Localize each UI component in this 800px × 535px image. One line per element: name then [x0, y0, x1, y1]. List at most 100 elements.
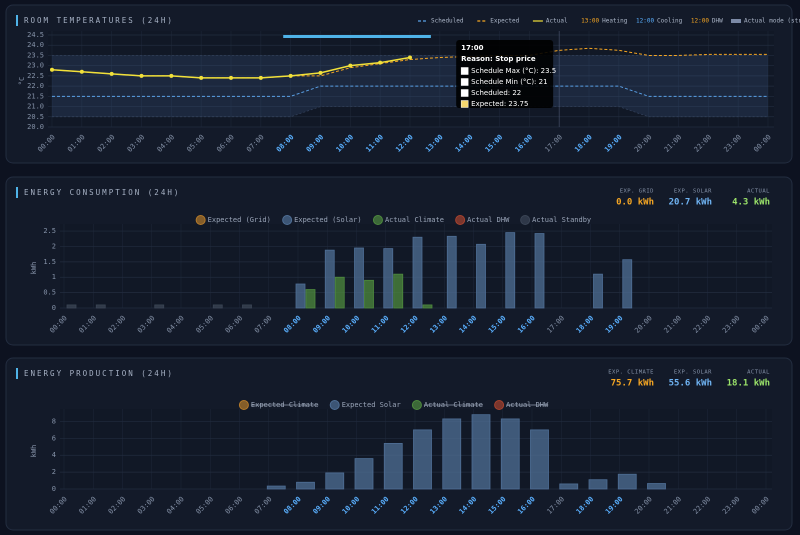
- legend-label: Expected (Solar): [294, 216, 361, 224]
- y-tick-label: 21.0: [27, 103, 44, 111]
- legend-swatch: [372, 215, 383, 225]
- legend-swatch: [411, 400, 422, 410]
- legend-label: Heating: [602, 18, 628, 25]
- bar: [422, 304, 433, 309]
- y-tick-label: 20.5: [27, 113, 44, 121]
- tooltip-reason: Reason: Stop price: [461, 55, 536, 63]
- stat-label: EXP. SOLAR: [674, 370, 712, 376]
- tooltip-title: 17:00: [461, 44, 483, 52]
- legend-label: Actual Standby: [532, 216, 591, 224]
- legend-label: Expected (Grid): [208, 216, 271, 224]
- tooltip-line: Schedule Max (°C): 23.5: [471, 67, 556, 75]
- legend-swatch: [494, 400, 505, 410]
- bar: [354, 247, 364, 309]
- bar: [324, 249, 335, 309]
- stat-value: 0.0 kWh: [616, 198, 654, 208]
- legend-label: Actual Climate: [424, 401, 483, 409]
- legend-time: 13:00: [581, 18, 599, 25]
- tooltip-swatch: [460, 89, 469, 97]
- stat-label: EXP. CLIMATE: [608, 370, 654, 376]
- stat-label: EXP. SOLAR: [674, 189, 712, 195]
- bar: [442, 418, 462, 490]
- title-accent: [16, 15, 18, 26]
- y-tick-label: 4: [52, 451, 56, 459]
- legend-label: Expected: [490, 18, 519, 25]
- y-tick-label: 21.5: [27, 92, 44, 100]
- bar: [622, 259, 633, 309]
- y-tick-label: 24.5: [27, 31, 44, 39]
- point: [408, 55, 412, 60]
- tooltip-swatch: [460, 78, 469, 86]
- bar: [66, 304, 77, 309]
- bar: [383, 248, 394, 309]
- mode-strip: [283, 35, 431, 38]
- y-tick-label: 6: [52, 434, 56, 442]
- point: [378, 60, 383, 65]
- tooltip-swatch: [460, 100, 469, 108]
- stat-label: ACTUAL: [747, 370, 770, 376]
- bar: [593, 273, 603, 309]
- bar: [412, 236, 423, 309]
- y-tick-label: 22.0: [27, 82, 44, 90]
- legend-swatch: [455, 215, 466, 225]
- point: [348, 63, 353, 68]
- bar: [95, 304, 106, 309]
- stat-value: 4.3 kWh: [732, 198, 770, 208]
- title-accent: [16, 187, 18, 198]
- legend-label: Actual mode (strip): [744, 18, 800, 25]
- legend-label: Actual Climate: [385, 216, 444, 224]
- y-axis-label: °C: [18, 77, 26, 85]
- bar: [334, 276, 345, 309]
- stat-value: 75.7 kWh: [611, 379, 654, 389]
- y-tick-label: 24.0: [27, 41, 44, 49]
- bar: [471, 414, 491, 490]
- y-axis-label: kWh: [30, 262, 38, 275]
- y-tick-label: 0: [52, 304, 56, 312]
- bar: [266, 485, 286, 490]
- point: [288, 73, 293, 78]
- legend-label: Expected Climate: [251, 401, 318, 409]
- panel-title: ROOM TEMPERATURES (24H): [24, 16, 174, 25]
- point: [229, 75, 233, 80]
- bar: [212, 304, 223, 309]
- point: [169, 73, 174, 78]
- y-tick-label: 20.0: [27, 123, 44, 131]
- tooltip-swatch: [460, 67, 469, 75]
- bar: [530, 429, 549, 490]
- stat-value: 18.1 kWh: [727, 379, 770, 389]
- legend-swatch: [238, 400, 249, 410]
- bar: [242, 304, 252, 309]
- y-tick-label: 0: [52, 485, 56, 493]
- bar: [534, 233, 545, 309]
- y-tick-label: 1: [52, 273, 56, 281]
- y-tick-label: 23.5: [27, 51, 44, 59]
- bar: [413, 429, 432, 490]
- bar: [354, 458, 374, 490]
- series-line: [51, 47, 768, 79]
- bar: [364, 279, 374, 309]
- point: [109, 71, 114, 76]
- bar: [154, 304, 165, 309]
- point: [50, 67, 54, 72]
- bar: [617, 473, 637, 490]
- bar: [647, 483, 666, 490]
- panel-title: ENERGY PRODUCTION (24H): [24, 369, 174, 378]
- bar: [588, 479, 608, 490]
- legend-label: Actual DHW: [467, 216, 510, 224]
- bar: [305, 289, 316, 309]
- legend-label: Cooling: [657, 18, 683, 25]
- tooltip: [456, 40, 554, 108]
- series-line: [52, 85, 768, 97]
- legend-swatch: [329, 400, 340, 410]
- legend-label: Actual DHW: [506, 401, 549, 409]
- y-tick-label: 8: [52, 417, 56, 425]
- schedule-band: [52, 55, 768, 117]
- bar: [296, 481, 315, 490]
- y-tick-label: 22.5: [27, 72, 44, 80]
- y-tick-label: 2.5: [43, 227, 56, 235]
- band-min: [52, 106, 768, 118]
- tooltip-line: Scheduled: 22: [471, 89, 521, 97]
- bar: [559, 483, 579, 490]
- y-tick-label: 1.5: [43, 258, 56, 266]
- y-axis-label: kWh: [30, 445, 38, 458]
